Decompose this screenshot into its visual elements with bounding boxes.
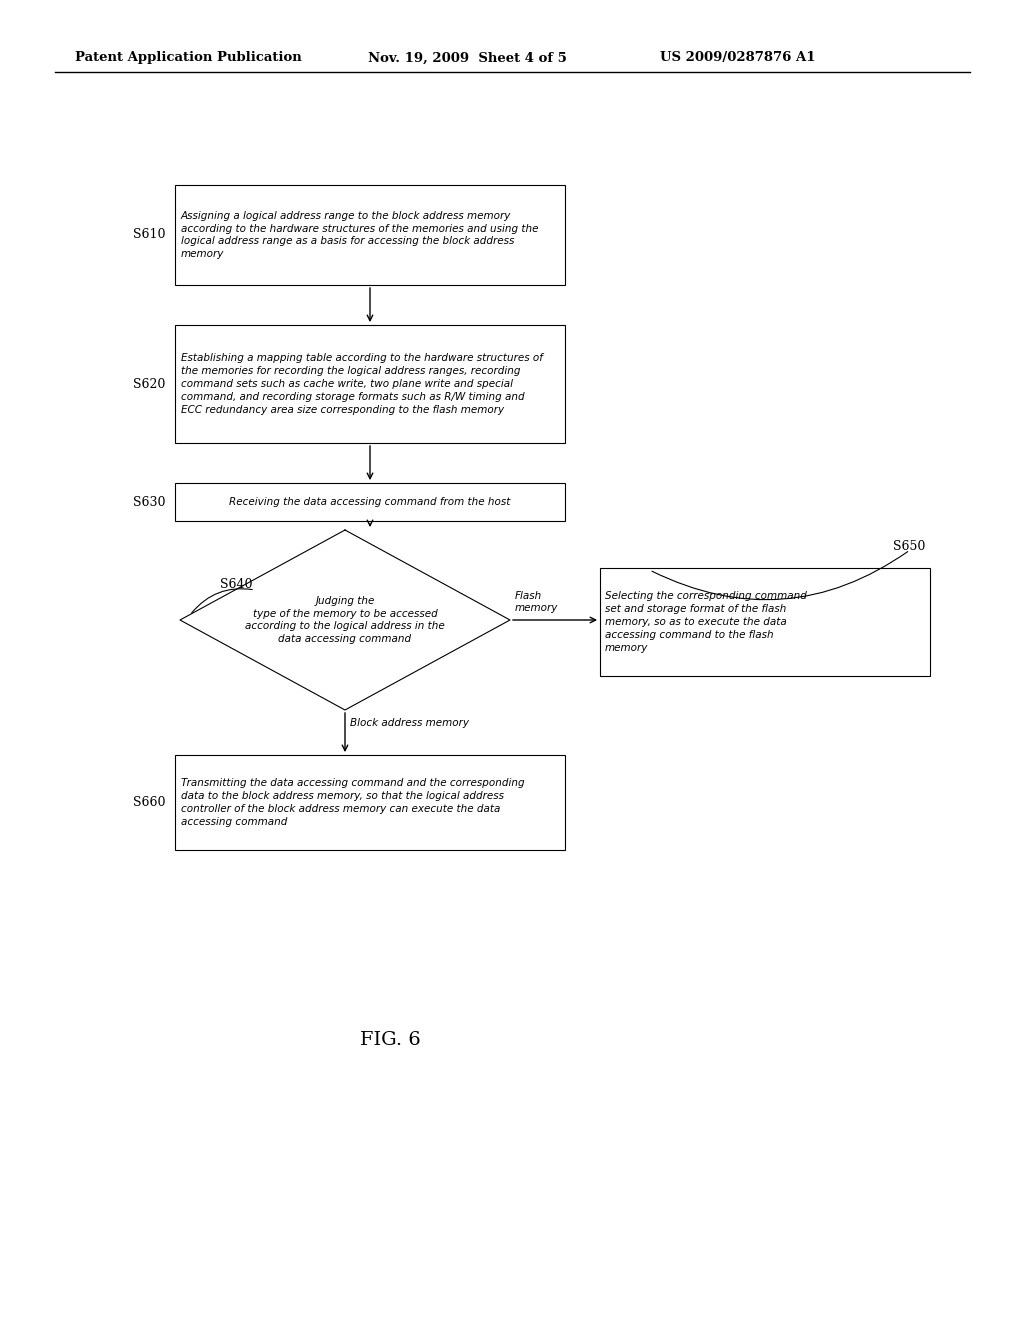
Bar: [175, 185, 565, 285]
Text: FIG. 6: FIG. 6: [359, 1031, 421, 1049]
Text: S610: S610: [132, 228, 165, 242]
Text: S660: S660: [132, 796, 165, 809]
Text: Receiving the data accessing command from the host: Receiving the data accessing command fro…: [229, 498, 511, 507]
Text: Selecting the corresponding command
set and storage format of the flash
memory, : Selecting the corresponding command set …: [605, 591, 807, 652]
Text: Block address memory: Block address memory: [350, 718, 469, 729]
Bar: [175, 483, 565, 521]
Text: Assigning a logical address range to the block address memory
according to the h: Assigning a logical address range to the…: [181, 211, 539, 259]
Text: S650: S650: [893, 540, 925, 553]
Bar: [175, 325, 565, 444]
Text: Judging the
type of the memory to be accessed
according to the logical address i: Judging the type of the memory to be acc…: [245, 595, 444, 644]
Text: Transmitting the data accessing command and the corresponding
data to the block : Transmitting the data accessing command …: [181, 779, 524, 826]
Text: Establishing a mapping table according to the hardware structures of
the memorie: Establishing a mapping table according t…: [181, 354, 543, 414]
Bar: [175, 755, 565, 850]
Text: S630: S630: [132, 495, 165, 508]
Text: Flash
memory: Flash memory: [515, 591, 558, 614]
Text: S620: S620: [133, 378, 165, 391]
Text: Patent Application Publication: Patent Application Publication: [75, 51, 302, 65]
Text: S640: S640: [220, 578, 253, 591]
Text: Nov. 19, 2009  Sheet 4 of 5: Nov. 19, 2009 Sheet 4 of 5: [368, 51, 567, 65]
Text: US 2009/0287876 A1: US 2009/0287876 A1: [660, 51, 815, 65]
Bar: [600, 568, 930, 676]
